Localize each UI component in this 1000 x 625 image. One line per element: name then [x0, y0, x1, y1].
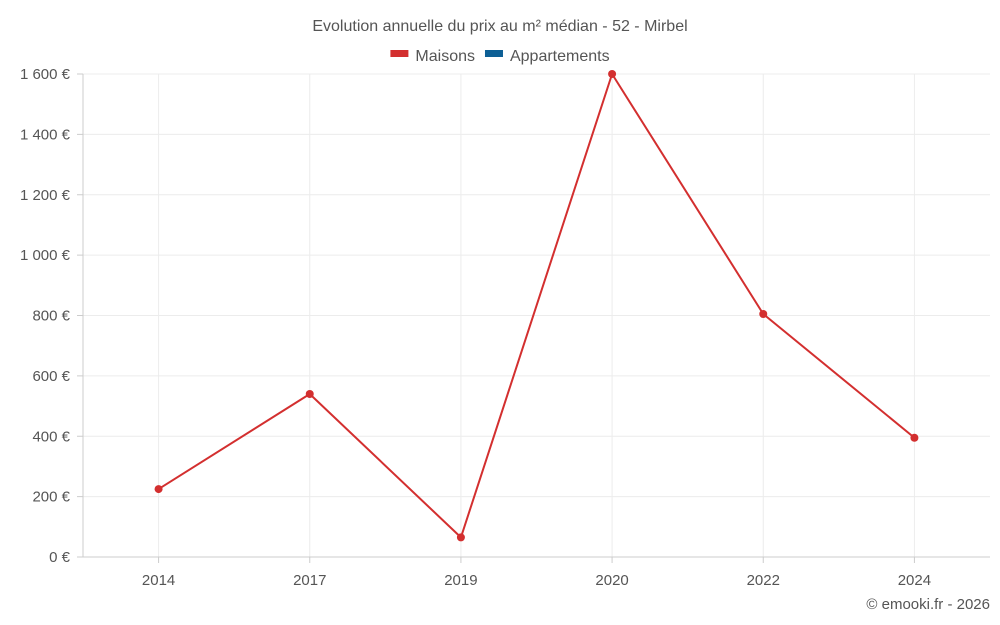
- x-tick-label: 2019: [444, 572, 477, 589]
- data-point: [305, 389, 314, 398]
- chart-title: Evolution annuelle du prix au m² médian …: [312, 18, 687, 35]
- data-point: [910, 433, 919, 442]
- x-tick-label: 2022: [747, 572, 780, 589]
- series-line-maisons: [158, 73, 916, 539]
- y-tick-label: 800 €: [32, 308, 70, 325]
- x-tick-label: 2020: [595, 572, 628, 589]
- y-tick-label: 1 400 €: [20, 126, 71, 143]
- data-point: [456, 533, 465, 542]
- y-tick-label: 1 000 €: [20, 247, 71, 264]
- copyright-credit: © emooki.fr - 2026: [866, 596, 990, 613]
- data-point: [154, 485, 163, 494]
- legend-item-maisons: Maisons: [390, 48, 475, 65]
- chart-series: [154, 70, 919, 542]
- legend-label: Maisons: [415, 48, 475, 65]
- data-point: [608, 70, 617, 78]
- y-tick-label: 1 200 €: [20, 187, 71, 204]
- x-tick-label: 2017: [293, 572, 326, 589]
- chart-legend: Maisons Appartements: [390, 48, 610, 65]
- chart-grid: [83, 73, 990, 557]
- x-tick-label: 2014: [142, 572, 175, 589]
- x-tick-label: 2024: [898, 572, 931, 589]
- legend-swatch: [390, 50, 409, 57]
- legend-item-appartements: Appartements: [484, 48, 610, 65]
- y-tick-label: 400 €: [32, 428, 70, 445]
- y-tick-label: 600 €: [32, 368, 70, 385]
- data-point: [759, 309, 768, 318]
- y-tick-label: 1 600 €: [20, 66, 71, 83]
- legend-label: Appartements: [510, 48, 610, 65]
- y-tick-label: 200 €: [32, 489, 70, 506]
- y-tick-label: 0 €: [49, 549, 71, 566]
- legend-swatch: [484, 50, 503, 57]
- chart-axes: 0 € 200 € 400 € 600 € 800 € 1 000 € 1 200 € 1 4…: [20, 66, 990, 589]
